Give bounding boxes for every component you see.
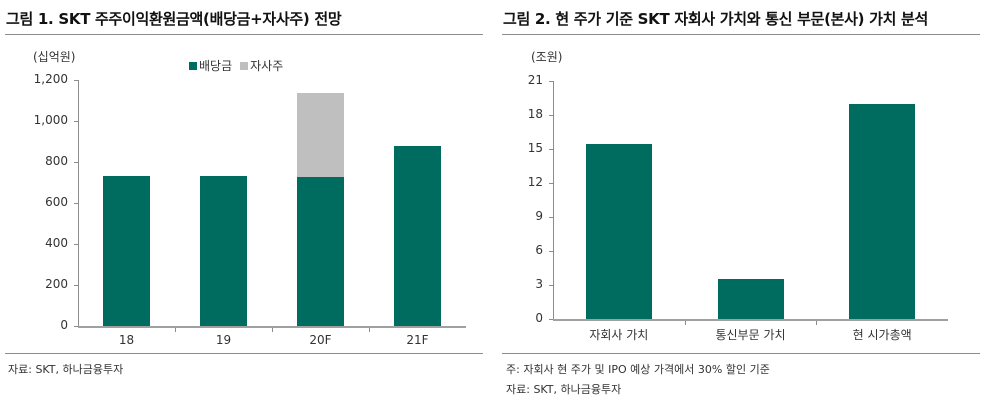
y-tick-label: 1,200 bbox=[33, 72, 68, 86]
x-tick-label: 현 시가총액 bbox=[852, 328, 912, 342]
y-tick-label: 0 bbox=[535, 311, 543, 325]
bar-buyback bbox=[297, 93, 344, 178]
y-tick-mark bbox=[74, 121, 78, 122]
legend-label: 배당금 bbox=[199, 59, 233, 73]
y-tick-mark bbox=[549, 81, 553, 82]
x-tick-label: 통신부문 가치 bbox=[715, 328, 786, 342]
source-note: 자료: SKT, 하나금융투자 bbox=[8, 363, 124, 376]
y-tick-label: 0 bbox=[60, 318, 68, 332]
title-divider bbox=[502, 34, 980, 35]
x-tick-mark bbox=[369, 328, 370, 332]
y-tick-mark bbox=[74, 244, 78, 245]
y-tick-label: 15 bbox=[527, 141, 543, 155]
x-tick-mark bbox=[175, 328, 176, 332]
y-tick-mark bbox=[549, 285, 553, 286]
chart-legend: 배당금 자사주 bbox=[189, 57, 283, 74]
y-tick-mark bbox=[549, 319, 553, 320]
x-axis-line bbox=[553, 319, 948, 321]
x-tick-mark bbox=[272, 328, 273, 332]
y-tick-label: 800 bbox=[45, 154, 68, 168]
legend-label: 자사주 bbox=[250, 59, 284, 73]
y-tick-label: 1,000 bbox=[33, 113, 68, 127]
y-tick-label: 600 bbox=[45, 195, 68, 209]
y-tick-mark bbox=[74, 80, 78, 81]
x-tick-label: 20F bbox=[309, 333, 332, 347]
y-tick-label: 3 bbox=[535, 277, 543, 291]
y-tick-mark bbox=[549, 115, 553, 116]
x-axis-line bbox=[78, 326, 466, 328]
legend-item-dividend: 배당금 bbox=[189, 57, 232, 74]
y-axis-unit: (십억원) bbox=[33, 50, 76, 64]
bar-dividend bbox=[394, 145, 441, 326]
y-tick-label: 9 bbox=[535, 209, 543, 223]
figure-2-panel: 그림 2. 현 주가 기준 SKT 자회사 가치와 통신 부문(본사) 가치 분… bbox=[497, 0, 987, 402]
y-axis-unit: (조원) bbox=[531, 50, 563, 64]
bar-dividend bbox=[297, 177, 344, 326]
bottom-divider bbox=[5, 353, 483, 354]
y-axis-line bbox=[78, 80, 79, 327]
legend-item-buyback: 자사주 bbox=[240, 57, 283, 74]
title-divider bbox=[5, 34, 483, 35]
y-tick-label: 200 bbox=[45, 277, 68, 291]
figure-1-title: 그림 1. SKT 주주이익환원금액(배당금+자사주) 전망 bbox=[6, 10, 342, 28]
x-tick-label: 21F bbox=[406, 333, 429, 347]
bar-value bbox=[585, 144, 652, 319]
y-tick-label: 400 bbox=[45, 236, 68, 250]
y-tick-label: 6 bbox=[535, 243, 543, 257]
bar-dividend bbox=[103, 176, 150, 326]
legend-swatch-dividend-icon bbox=[189, 61, 197, 70]
y-axis-line bbox=[553, 81, 554, 320]
x-tick-label: 19 bbox=[215, 333, 232, 347]
bar-dividend bbox=[200, 176, 247, 326]
y-tick-mark bbox=[549, 217, 553, 218]
y-tick-mark bbox=[74, 285, 78, 286]
x-tick-mark bbox=[684, 321, 686, 325]
y-tick-mark bbox=[74, 326, 78, 327]
bar-value bbox=[717, 279, 784, 319]
y-tick-mark bbox=[74, 203, 78, 204]
y-tick-label: 12 bbox=[527, 175, 543, 189]
source-note: 자료: SKT, 하나금융투자 bbox=[506, 383, 622, 396]
y-tick-mark bbox=[549, 149, 553, 150]
bottom-divider bbox=[502, 353, 980, 354]
y-tick-label: 18 bbox=[527, 107, 543, 121]
figure-1-panel: 그림 1. SKT 주주이익환원금액(배당금+자사주) 전망 (십억원) 배당금… bbox=[0, 0, 490, 402]
x-tick-label: 18 bbox=[118, 333, 135, 347]
legend-swatch-buyback-icon bbox=[240, 61, 249, 70]
x-tick-mark bbox=[816, 321, 818, 325]
footnote: 주: 자회사 현 주가 및 IPO 예상 가격에서 30% 할인 기준 bbox=[506, 363, 770, 376]
y-tick-mark bbox=[549, 251, 553, 252]
bar-value bbox=[849, 103, 916, 319]
y-tick-mark bbox=[549, 183, 553, 184]
x-tick-label: 자회사 가치 bbox=[589, 328, 649, 342]
y-tick-label: 21 bbox=[527, 73, 543, 87]
figure-2-title: 그림 2. 현 주가 기준 SKT 자회사 가치와 통신 부문(본사) 가치 분… bbox=[503, 10, 929, 28]
y-tick-mark bbox=[74, 162, 78, 163]
